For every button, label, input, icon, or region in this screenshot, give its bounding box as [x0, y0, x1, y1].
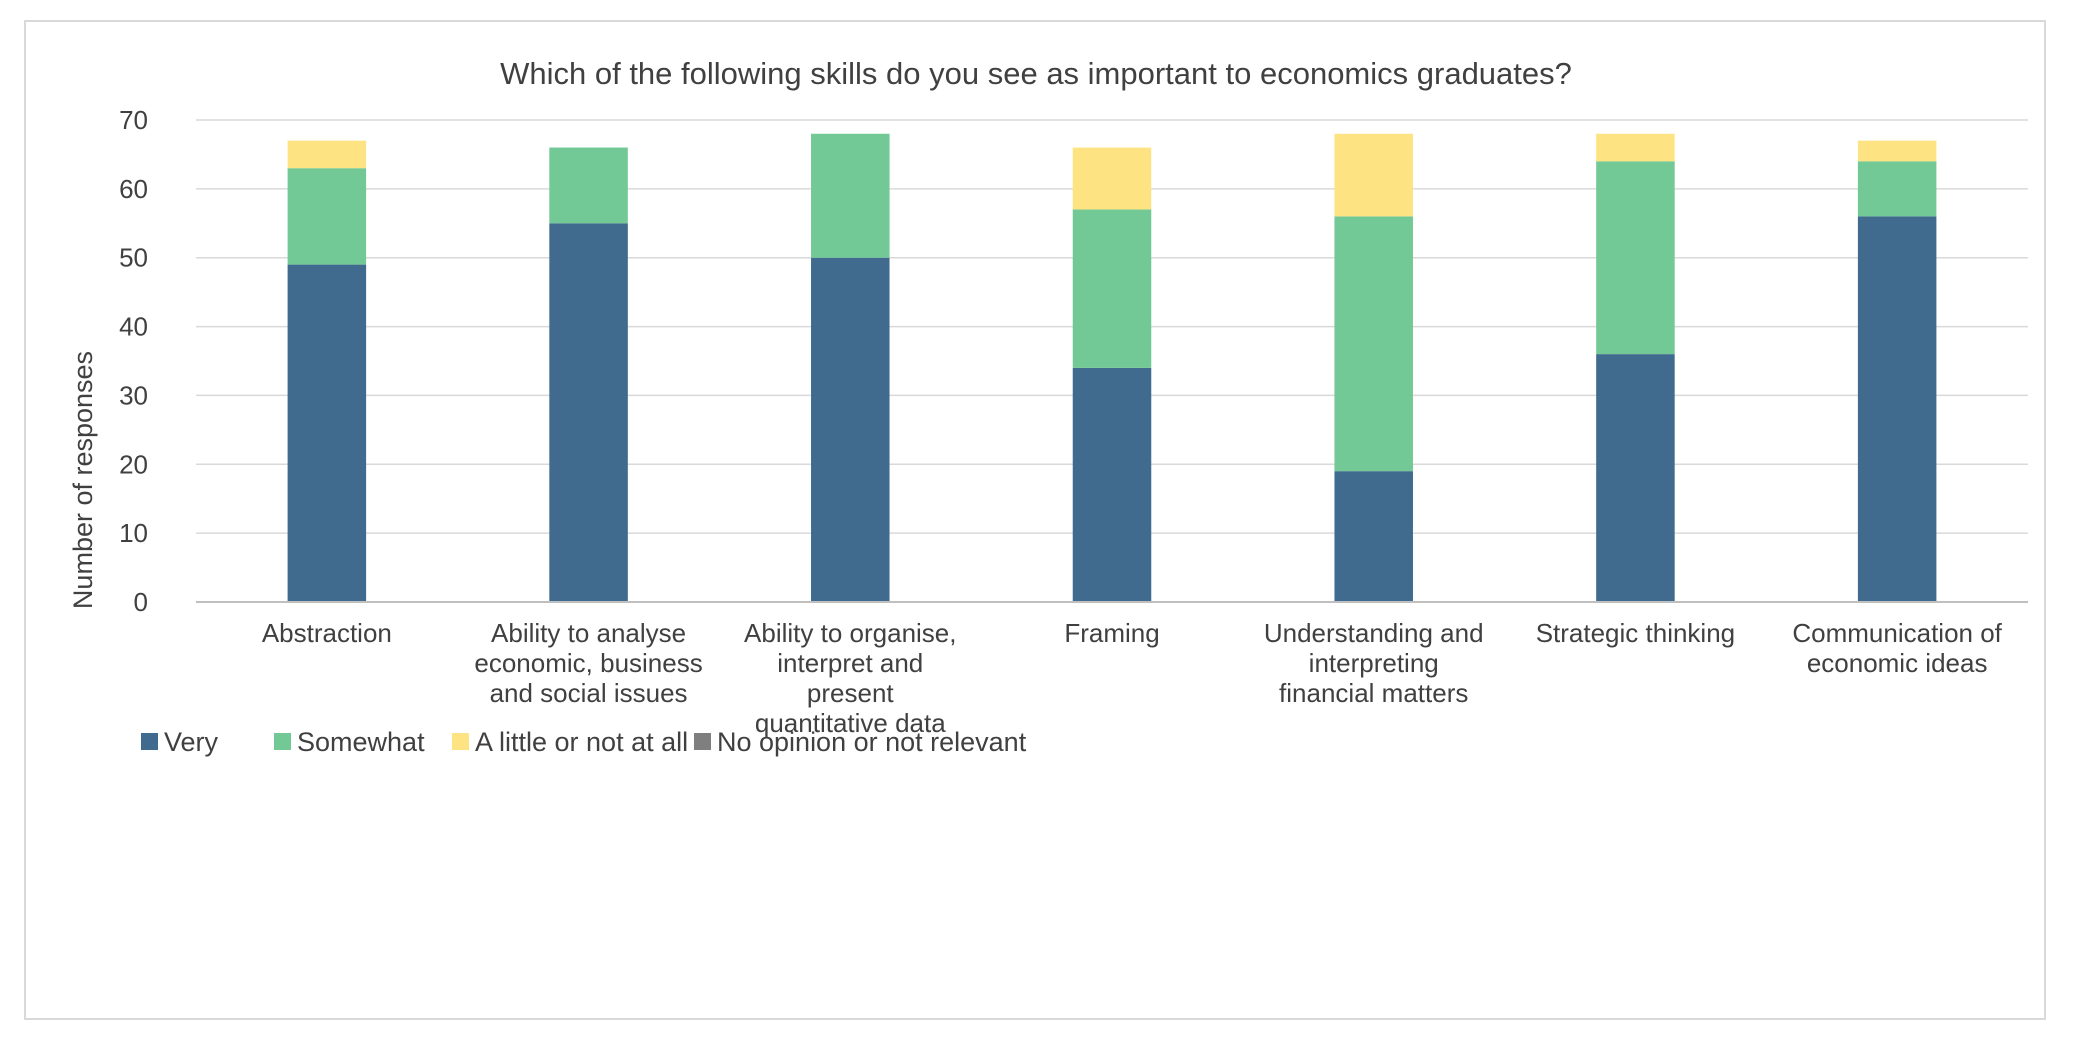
legend-swatch	[694, 733, 711, 750]
legend-label: No opinion or not relevant	[717, 727, 1027, 757]
bars	[287, 133, 1937, 603]
bar-segment	[1334, 216, 1413, 472]
y-tick-label: 70	[119, 105, 148, 135]
category-label: Communication of economic ideas	[1792, 618, 2002, 678]
bar-segment	[1334, 471, 1413, 602]
legend-swatch	[141, 733, 158, 750]
category-label: Framing	[1064, 618, 1159, 648]
y-tick-label: 40	[119, 312, 148, 342]
category-label: Ability to analyse economic, business and …	[474, 618, 702, 708]
category-labels: Abstraction Ability to analyse economic, b…	[262, 618, 2003, 738]
bar-segment	[287, 168, 367, 265]
legend-swatch	[452, 733, 469, 750]
legend: Very Somewhat A little or not at all No opi…	[141, 727, 1027, 757]
category-label: Understanding and interpreting financial m…	[1264, 618, 1484, 708]
bar-segment	[1596, 133, 1675, 162]
y-tick-label: 50	[119, 243, 148, 273]
y-tick-label: 30	[119, 380, 148, 410]
bar-segment	[811, 133, 890, 258]
y-tick-labels: 0 10 20 30 40 50 60 70	[119, 105, 148, 617]
y-tick-label: 20	[119, 449, 148, 479]
legend-label: A little or not at all	[475, 727, 688, 757]
bar-segment	[549, 223, 628, 603]
y-tick-label: 0	[134, 587, 148, 617]
bar-segment	[1857, 140, 1937, 162]
chart-svg: Which of the following skills do you see…	[68, 56, 2028, 757]
y-tick-label: 60	[119, 174, 148, 204]
bar-segment	[1596, 354, 1675, 602]
chart-frame: Which of the following skills do you see…	[24, 20, 2046, 1020]
bar-segment	[1334, 133, 1413, 217]
legend-label: Somewhat	[297, 727, 425, 757]
bar-segment	[1072, 147, 1152, 210]
bar-segment	[811, 257, 890, 602]
bar-segment	[287, 264, 367, 602]
legend-swatch	[274, 733, 291, 750]
category-label: Abstraction	[262, 618, 392, 648]
category-label: Ability to organise, interpret and present…	[744, 618, 956, 738]
bar-segment	[1857, 161, 1937, 217]
chart-title: Which of the following skills do you see…	[500, 56, 1572, 91]
bar-segment	[1596, 161, 1675, 355]
legend-label: Very	[164, 727, 219, 757]
bar-segment	[1857, 216, 1937, 602]
y-tick-label: 10	[119, 518, 148, 548]
y-axis-title: Number of responses	[68, 351, 98, 609]
bar-segment	[549, 147, 628, 224]
category-label: Strategic thinking	[1536, 618, 1735, 648]
bar-segment	[1072, 209, 1152, 368]
bar-segment	[287, 140, 367, 169]
bar-segment	[1072, 367, 1152, 602]
